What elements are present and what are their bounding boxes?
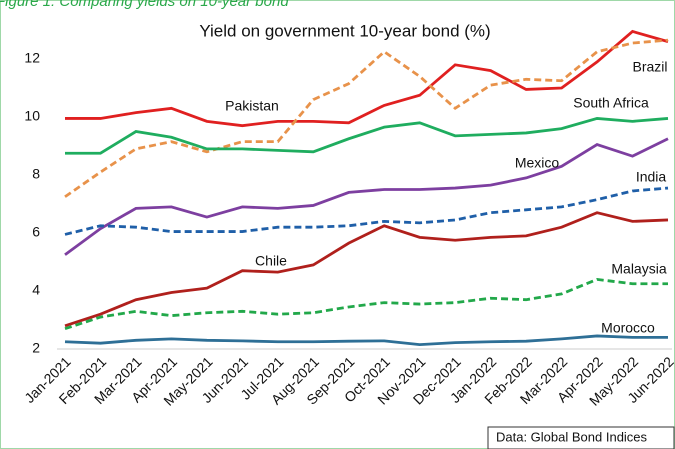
series-label: Chile — [255, 253, 287, 269]
series-line — [64, 277, 668, 331]
chart-title: Yield on government 10-year bond (%) — [199, 21, 490, 40]
y-tick-label: 6 — [32, 224, 40, 240]
source-box — [487, 426, 675, 449]
series-line — [65, 29, 669, 128]
y-tick-label: 10 — [24, 108, 40, 124]
series-label: Morocco — [601, 320, 655, 336]
y-tick-label: 2 — [32, 340, 40, 356]
y-tick-label: 12 — [24, 50, 40, 66]
series-label: Brazil — [632, 59, 667, 75]
series-label: India — [636, 169, 667, 185]
caption: Figure 1: Comparing yields on 10-year bo… — [0, 0, 289, 10]
series-line — [64, 186, 669, 236]
series-label: Malaysia — [611, 261, 666, 277]
series-line — [64, 334, 668, 347]
series-line — [64, 137, 669, 256]
source: Data: Global Bond Indices — [496, 429, 648, 444]
series-label: Pakistan — [225, 98, 279, 114]
series-label: South Africa — [573, 95, 649, 111]
series-line — [64, 211, 669, 328]
y-tick-label: 4 — [32, 282, 40, 298]
series-line — [65, 117, 669, 155]
series-line — [64, 38, 669, 198]
y-tick-label: 8 — [32, 166, 40, 182]
series-label: Mexico — [515, 155, 560, 171]
